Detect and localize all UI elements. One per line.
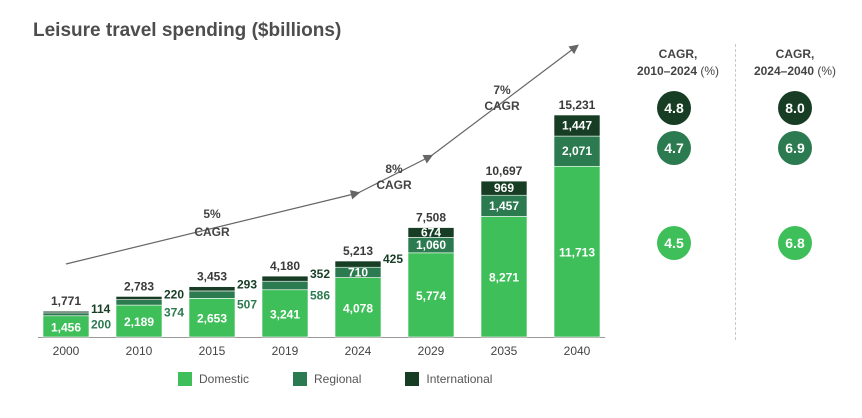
cagr-bubble-international-2010-2024: 4.8 — [657, 91, 691, 125]
x-tick-label-2010: 2010 — [126, 344, 153, 358]
data-label-total-2010: 2,783 — [124, 279, 154, 293]
data-label-international-2029: 674 — [421, 225, 441, 239]
legend-label-regional: Regional — [314, 372, 362, 386]
cagr-heading-unit: (%) — [700, 64, 720, 78]
cagr-divider — [735, 44, 736, 340]
data-label-domestic-2015: 2,653 — [197, 312, 227, 326]
data-label-international-2019: 352 — [310, 267, 330, 281]
x-tick-label-2024: 2024 — [345, 344, 372, 358]
trend-annotation-label: CAGR — [376, 178, 412, 192]
data-label-regional-2015: 507 — [237, 298, 257, 312]
trend-arrow-2029-2040 — [430, 44, 579, 157]
bar-international-2029 — [407, 227, 455, 238]
data-label-international-2000: 114 — [91, 302, 111, 316]
bar-international-2035 — [480, 180, 528, 196]
trend-annotation-label: CAGR — [484, 99, 520, 113]
data-label-domestic-2040: 11,713 — [559, 246, 595, 260]
cagr-bubble-regional-2024-2040: 6.9 — [778, 131, 812, 165]
cagr-heading-unit: (%) — [817, 64, 837, 78]
cagr-bubble-regional-2010-2024: 4.7 — [657, 131, 691, 165]
bar-international-2024 — [334, 260, 382, 268]
data-label-international-2015: 293 — [237, 278, 257, 292]
bar-domestic-2040 — [553, 165, 601, 338]
data-label-international-2024: 425 — [383, 252, 403, 266]
cagr-heading-line1: CAGR, — [775, 47, 815, 61]
data-label-total-2019: 4,180 — [270, 259, 300, 273]
bar-domestic-2015 — [188, 298, 236, 338]
legend-label-domestic: Domestic — [199, 372, 250, 386]
data-label-domestic-2000: 1,456 — [51, 320, 81, 334]
cagr-heading-line1: CAGR, — [658, 47, 698, 61]
data-label-regional-2029: 1,060 — [416, 238, 446, 252]
bar-international-2040 — [553, 114, 601, 137]
x-tick-label-2029: 2029 — [418, 344, 445, 358]
bar-regional-2040 — [553, 135, 601, 167]
data-label-total-2040: 15,231 — [559, 98, 596, 112]
data-label-domestic-2024: 4,078 — [343, 301, 373, 315]
x-tick-label-2015: 2015 — [199, 344, 226, 358]
bar-international-2015 — [188, 286, 236, 292]
legend-swatch-domestic — [178, 372, 192, 386]
bar-domestic-2029 — [407, 252, 455, 338]
legend-swatch-regional — [293, 372, 308, 386]
x-tick-label-2019: 2019 — [272, 344, 299, 358]
cagr-heading-2010-2024: CAGR, 2010–2024 (%) — [623, 46, 733, 80]
trend-arrow-2024-2029 — [357, 154, 434, 194]
data-label-regional-2035: 1,457 — [489, 199, 519, 213]
bar-regional-2019 — [261, 280, 309, 291]
legend-item-regional: Regional — [293, 372, 361, 386]
cagr-bubble-domestic-2024-2040: 6.8 — [778, 226, 812, 260]
bar-regional-2015 — [188, 290, 236, 299]
bar-domestic-2024 — [334, 277, 382, 338]
trend-annotation-rate: 8% — [385, 162, 403, 176]
data-label-international-2040: 1,447 — [562, 119, 592, 133]
data-label-total-2029: 7,508 — [416, 211, 446, 225]
data-label-regional-2019: 586 — [310, 288, 330, 302]
x-tick-label-2000: 2000 — [53, 344, 80, 358]
data-label-domestic-2019: 3,241 — [270, 307, 300, 321]
bar-domestic-2010 — [115, 304, 163, 338]
trend-arrow-2000-2024 — [65, 190, 361, 265]
data-label-total-2000: 1,771 — [51, 294, 81, 308]
data-label-domestic-2010: 2,189 — [124, 315, 154, 329]
data-label-regional-2010: 374 — [164, 305, 184, 319]
data-label-domestic-2035: 8,271 — [489, 271, 519, 285]
data-label-total-2035: 10,697 — [486, 164, 523, 178]
bar-international-2010 — [115, 296, 163, 300]
trend-annotation-rate: 5% — [203, 207, 221, 221]
data-label-regional-2000: 200 — [91, 317, 111, 331]
bar-regional-2010 — [115, 299, 163, 306]
data-label-international-2035: 969 — [494, 181, 514, 195]
data-label-regional-2024: 710 — [348, 265, 368, 279]
legend-swatch-international — [405, 372, 420, 386]
cagr-bubble-domestic-2010-2024: 4.5 — [657, 226, 691, 260]
data-label-total-2015: 3,453 — [197, 270, 227, 284]
bar-regional-2000 — [42, 312, 90, 317]
data-label-total-2024: 5,213 — [343, 244, 373, 258]
cagr-bubble-international-2024-2040: 8.0 — [778, 91, 812, 125]
trend-annotation-label: CAGR — [194, 225, 230, 239]
trend-annotation-rate: 7% — [493, 83, 511, 97]
data-label-domestic-2029: 5,774 — [416, 289, 446, 303]
bar-domestic-2019 — [261, 289, 309, 338]
x-tick-label-2035: 2035 — [491, 344, 518, 358]
legend-item-international: International — [405, 372, 492, 386]
x-tick-label-2040: 2040 — [564, 344, 591, 358]
data-label-international-2010: 220 — [164, 287, 184, 301]
chart-legend: Domestic Regional International — [178, 372, 492, 386]
chart-title: Leisure travel spending ($billions) — [33, 20, 342, 41]
bar-domestic-2035 — [480, 216, 528, 338]
cagr-heading-2024-2040: CAGR, 2024–2040 (%) — [740, 46, 850, 80]
cagr-heading-period: 2010–2024 — [636, 64, 698, 78]
cagr-heading-period: 2024–2040 — [753, 64, 815, 78]
legend-label-international: International — [426, 372, 493, 386]
data-label-regional-2040: 2,071 — [562, 144, 592, 158]
bar-international-2000 — [42, 310, 90, 314]
bar-international-2019 — [261, 275, 309, 282]
legend-item-domestic: Domestic — [178, 372, 249, 386]
